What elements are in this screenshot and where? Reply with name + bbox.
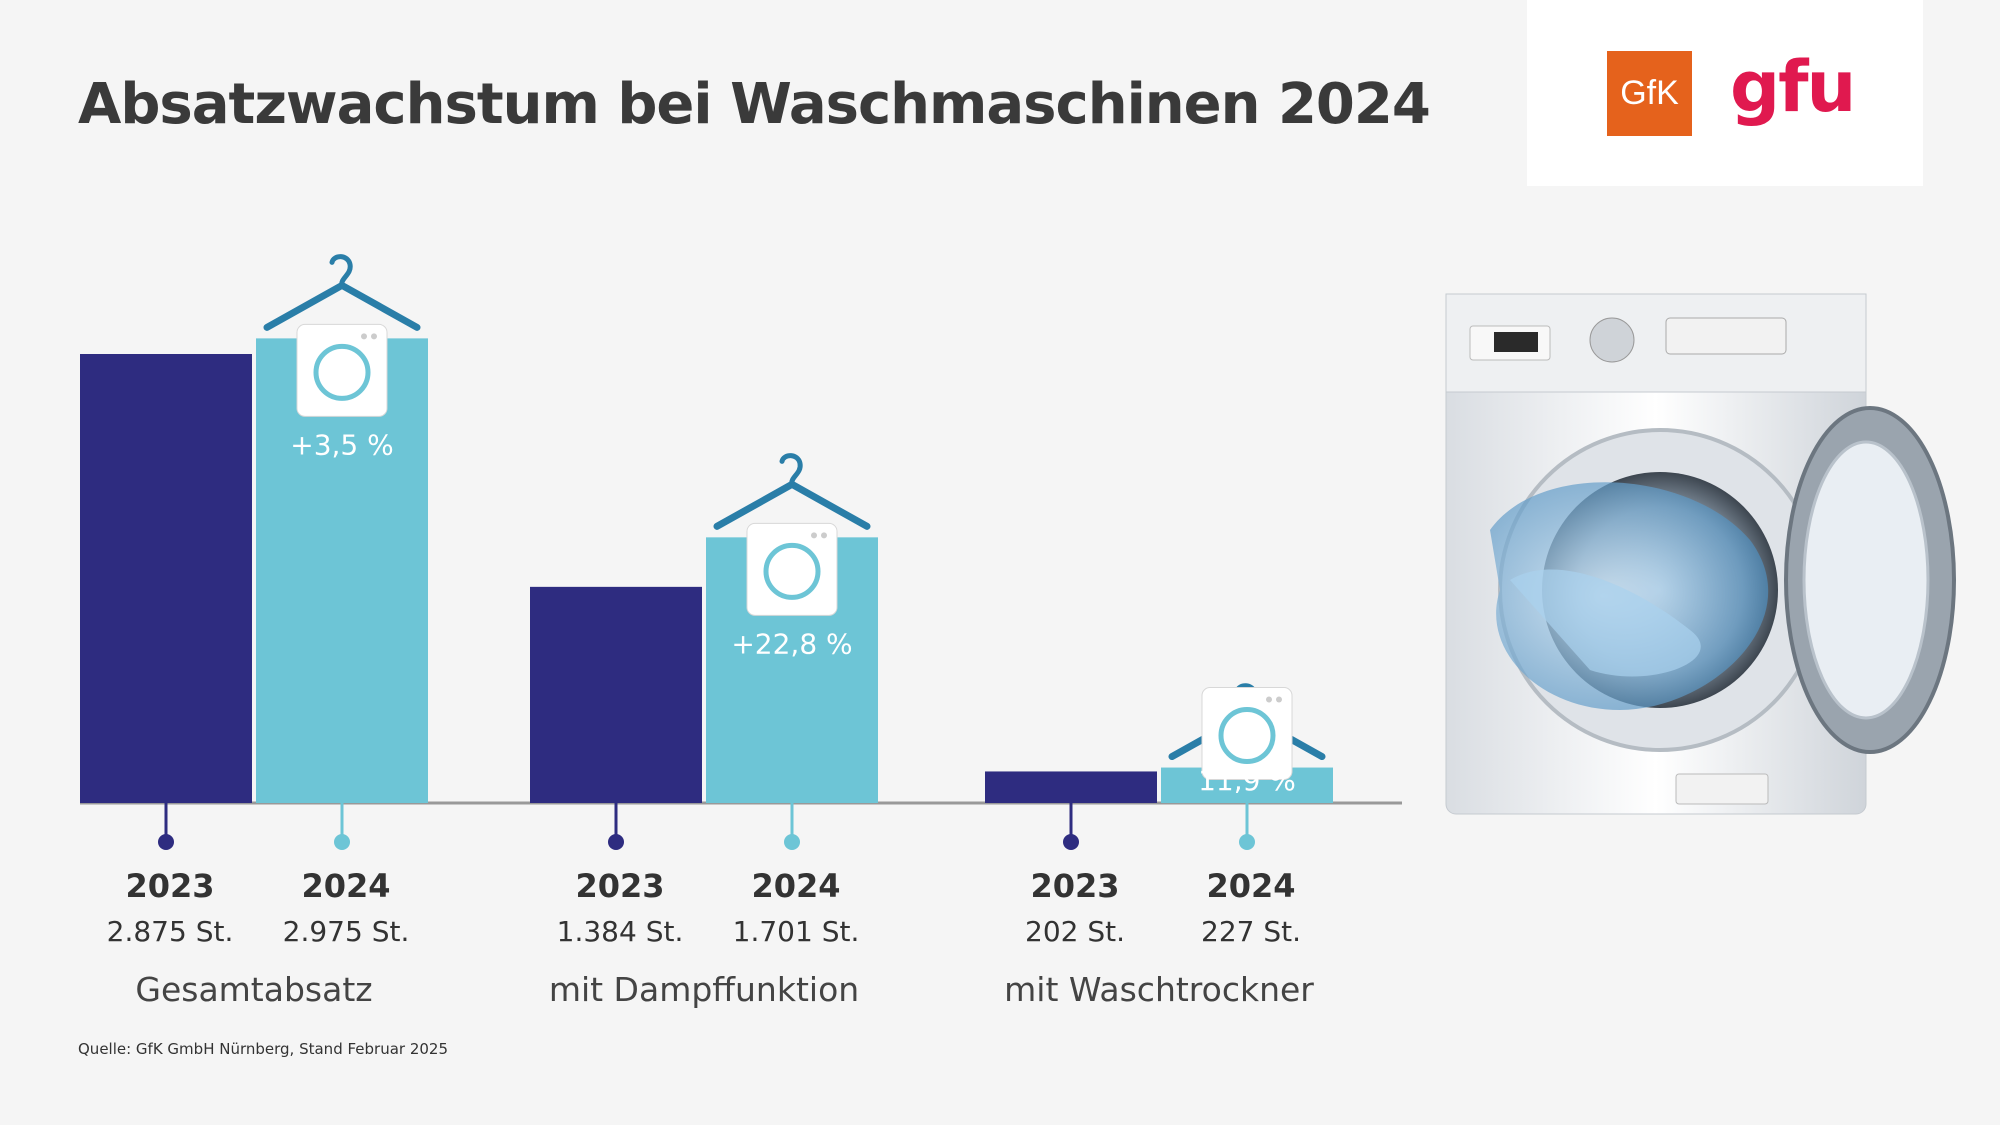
category-label: mit Waschtrockner <box>1004 970 1314 1009</box>
bar-dot <box>158 834 174 850</box>
value-label: 1.384 St. <box>557 915 684 948</box>
washer-knob-icon <box>361 333 367 340</box>
value-label: 1.701 St. <box>733 915 860 948</box>
year-label: 2024 <box>751 867 840 905</box>
bar-dot <box>334 834 350 850</box>
bar-dot <box>1063 834 1079 850</box>
bar-2023 <box>80 354 252 803</box>
chart-title: Absatzwachstum bei Waschmaschinen 2024 <box>78 72 1431 137</box>
category-label: mit Dampffunktion <box>549 970 859 1009</box>
bar-dot <box>784 834 800 850</box>
value-label: 2.975 St. <box>283 915 410 948</box>
year-label: 2024 <box>1206 867 1295 905</box>
gfk-logo: GfK <box>1607 51 1692 136</box>
source-note: Quelle: GfK GmbH Nürnberg, Stand Februar… <box>78 1040 449 1058</box>
year-label: 2023 <box>125 867 214 905</box>
washer-tag-icon <box>746 522 838 616</box>
washer-knob-icon <box>821 532 827 539</box>
year-label: 2024 <box>301 867 390 905</box>
bar-2023 <box>530 586 702 803</box>
value-label: 2.875 St. <box>107 915 234 948</box>
washing-machine-image <box>1445 293 1956 815</box>
washer-door-icon <box>763 542 821 600</box>
washer-knob-icon <box>811 532 817 539</box>
category-label: Gesamtabsatz <box>135 970 372 1009</box>
washer-knob-icon <box>1266 696 1272 703</box>
growth-label: 11,9 % <box>1198 764 1296 797</box>
logo-panel: GfK gfu <box>1527 0 1923 186</box>
hanger-hook <box>779 453 803 487</box>
washer-tag-icon <box>296 323 388 417</box>
washer-knob-icon <box>1276 696 1282 703</box>
bar-dot <box>1239 834 1255 850</box>
year-label: 2023 <box>1030 867 1119 905</box>
washer-door-icon <box>313 343 371 401</box>
hanger-hook <box>329 254 353 288</box>
bar-dot <box>608 834 624 850</box>
value-label: 227 St. <box>1201 915 1301 948</box>
year-label: 2023 <box>575 867 664 905</box>
washer-knob-icon <box>371 333 377 340</box>
washer-door-icon <box>1218 707 1276 765</box>
growth-label: +22,8 % <box>731 627 852 660</box>
hanger-icon <box>713 480 871 530</box>
washer-tag-icon <box>1201 687 1293 781</box>
growth-label: +3,5 % <box>290 428 394 461</box>
gfu-logo: gfu <box>1730 46 1856 128</box>
hanger-icon <box>263 281 421 331</box>
value-label: 202 St. <box>1025 915 1125 948</box>
bar-2023 <box>985 771 1157 803</box>
